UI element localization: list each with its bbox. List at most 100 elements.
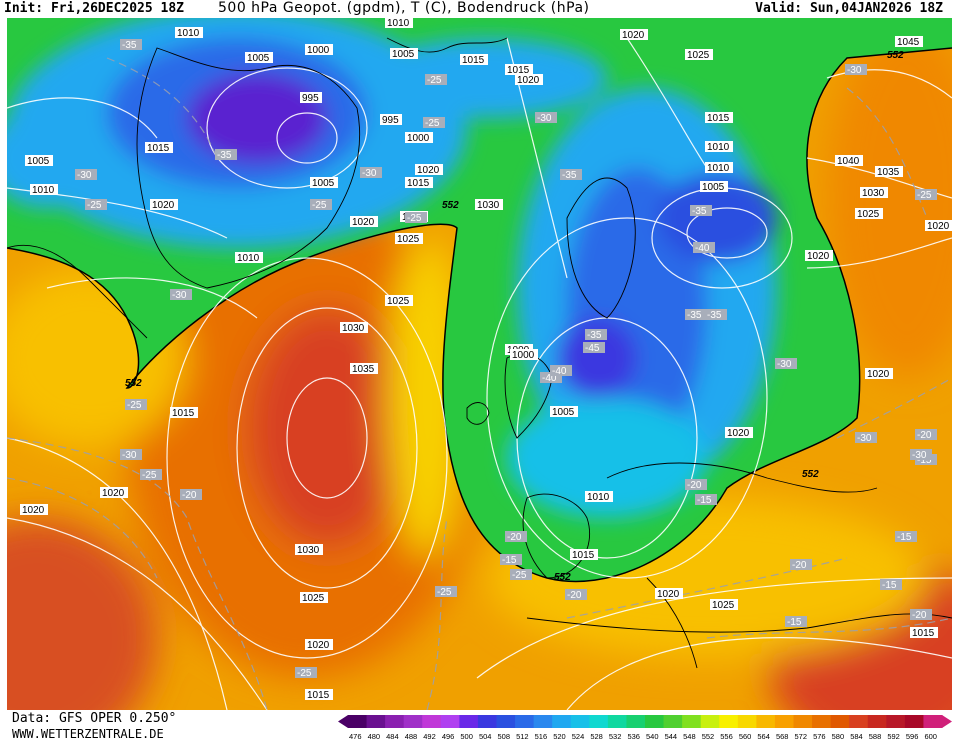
legend-swatch: [682, 715, 702, 728]
temperature-label-bg: [880, 579, 902, 590]
pressure-label-text: 1010: [32, 185, 55, 196]
pressure-label-text: 1020: [517, 75, 540, 86]
temperature-label-text: -30: [912, 450, 927, 461]
pressure-label: 1020: [150, 199, 178, 211]
pressure-label-bg: [235, 252, 263, 263]
temperature-label-text: -30: [857, 433, 872, 444]
southwest-warm: [7, 518, 157, 710]
pressure-label-bg: [460, 54, 488, 65]
temperature-label: -30: [845, 64, 867, 76]
pressure-label-text: 1015: [172, 408, 195, 419]
pressure-label-bg: [405, 177, 433, 188]
temperature-label-text: -40: [542, 373, 557, 384]
temperature-label-bg: [775, 358, 797, 369]
pressure-label: 1020: [725, 427, 753, 439]
pressure-label-text: 1030: [477, 200, 500, 211]
legend-swatch: [737, 715, 757, 728]
pressure-label-text: 1020: [307, 640, 330, 651]
temperature-label-bg: [690, 205, 712, 216]
temperature-label: -35: [705, 309, 727, 321]
legend-swatch: [589, 715, 609, 728]
pressure-label-bg: [30, 184, 58, 195]
legend-swatch: [663, 715, 683, 728]
pressure-label-text: 1015: [462, 55, 485, 66]
temperature-label-text: -30: [777, 359, 792, 370]
ridge-core: [247, 308, 407, 548]
pressure-label-text: 995: [302, 93, 319, 104]
isobar: [486, 217, 768, 579]
temperature-label-text: -15: [502, 555, 517, 566]
pressure-label-text: 1045: [897, 37, 920, 48]
pressure-label-bg: [705, 141, 733, 152]
canada-coast: [7, 244, 148, 339]
pressure-label: 1005: [245, 52, 273, 64]
isotherm: [836, 377, 952, 439]
temperature-label-bg: [583, 342, 605, 353]
pressure-label: 1020: [620, 29, 648, 41]
pressure-label: 1015: [910, 627, 938, 639]
isotherm: [566, 557, 848, 619]
pressure-label-text: 1015: [507, 65, 530, 76]
legend-tick-label: 480: [368, 732, 381, 741]
pressure-label: 1020: [865, 368, 893, 380]
pressure-label-bg: [310, 177, 338, 188]
isobar: [166, 257, 448, 659]
pressure-label-bg: [385, 295, 413, 306]
temperature-label-text: -40: [552, 366, 567, 377]
pressure-label: 1030: [860, 187, 888, 199]
pressure-label-text: 1010: [237, 253, 260, 264]
temperature-label-text: -25: [127, 400, 142, 411]
pressure-label-text: 1015: [407, 178, 430, 189]
isotherm: [706, 617, 952, 639]
temperature-label-bg: [510, 569, 532, 580]
isobar: [276, 112, 338, 164]
temperature-label-text: -35: [692, 206, 707, 217]
temperature-label-text: -35: [122, 40, 137, 51]
pressure-label: 1000: [305, 44, 333, 56]
pressure-label: 1020: [350, 216, 378, 228]
legend-swatch: [719, 715, 739, 728]
legend-swatch: [533, 715, 553, 728]
isotherms: [7, 57, 952, 710]
pressure-label: 1020: [305, 639, 333, 651]
pressure-label: 1015: [145, 142, 173, 154]
pressure-label-bg: [550, 406, 578, 417]
pressure-label-text: 1010: [387, 18, 410, 29]
pressure-label-text: 1015: [912, 628, 935, 639]
temperature-label: -35: [585, 329, 607, 341]
pressure-label-text: 1015: [147, 143, 170, 154]
temperature-label-bg: [295, 667, 317, 678]
isobar: [206, 67, 368, 189]
temperature-label-text: -15: [897, 532, 912, 543]
pressure-label: 1045: [895, 36, 923, 48]
legend-swatch: [515, 715, 535, 728]
baltic-low: [557, 318, 637, 398]
pressure-label: 1025: [300, 592, 328, 604]
chart-footer: Data: GFS OPER 0.250° WWW.WETTERZENTRALE…: [0, 710, 959, 741]
temperature-label: -15: [695, 494, 717, 506]
pressure-label-text: 1020: [102, 488, 125, 499]
pressure-label-text: 1010: [707, 142, 730, 153]
pressure-label-text: 1005: [392, 49, 415, 60]
isobar: [286, 377, 368, 499]
pressure-label: 1020: [20, 504, 48, 516]
pressure-label-bg: [895, 36, 923, 47]
legend-tick-label: 532: [609, 732, 622, 741]
temperature-label: -15: [880, 579, 902, 591]
pressure-label: 1030: [340, 322, 368, 334]
temperature-label-text: -30: [122, 450, 137, 461]
temperature-label-text: -35: [587, 330, 602, 341]
pressure-label-bg: [855, 208, 883, 219]
pressure-label: 1035: [875, 166, 903, 178]
legend-tick-label: 496: [442, 732, 455, 741]
temperature-label-text: -35: [217, 150, 232, 161]
temperature-label: -15: [500, 554, 522, 566]
temperature-label-text: -25: [917, 190, 932, 201]
isobar: [806, 157, 952, 199]
temperature-label: -35: [215, 149, 237, 161]
temperature-label-bg: [565, 589, 587, 600]
pressure-label-bg: [300, 592, 328, 603]
temperature-label-text: -45: [585, 343, 600, 354]
legend-tick-label: 508: [498, 732, 511, 741]
russia-low: [657, 173, 777, 263]
